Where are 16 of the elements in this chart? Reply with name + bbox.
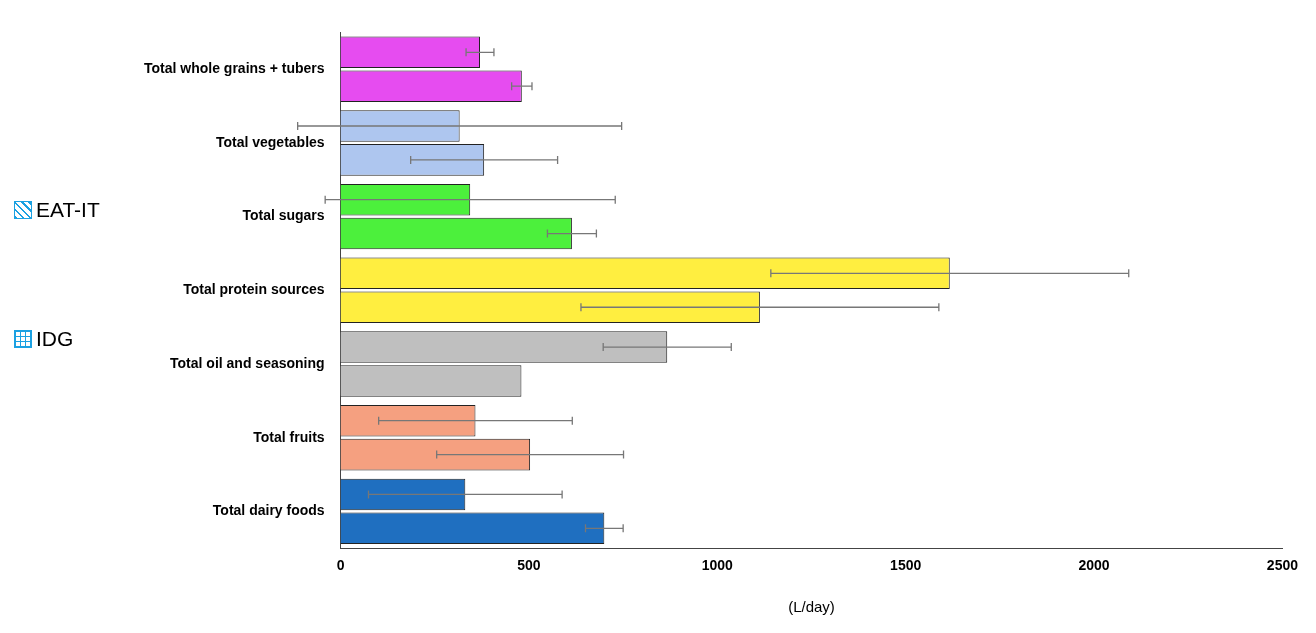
- x-tick-label: 1000: [701, 557, 734, 574]
- y-tick-label: Total oil and seasoning: [170, 354, 325, 371]
- y-tick-label: Total sugars: [242, 207, 325, 224]
- legend-label: EAT-IT: [36, 198, 100, 222]
- y-tick-label: Total vegetables: [215, 133, 325, 150]
- x-tick-label: 2000: [1078, 557, 1110, 574]
- legend-label: IDG: [36, 327, 74, 351]
- x-axis-title: (L/day): [788, 598, 835, 616]
- x-tick-label: 0: [336, 557, 345, 574]
- y-tick-label: Total protein sources: [183, 281, 325, 298]
- y-tick-label: Total dairy foods: [212, 502, 325, 519]
- y-tick-label: Total whole grains + tubers: [144, 60, 325, 77]
- y-tick-label: Total fruits: [253, 428, 325, 445]
- x-tick-label: 2500: [1266, 557, 1299, 574]
- x-tick-label: 500: [517, 557, 541, 574]
- x-tick-label: 1500: [890, 557, 922, 574]
